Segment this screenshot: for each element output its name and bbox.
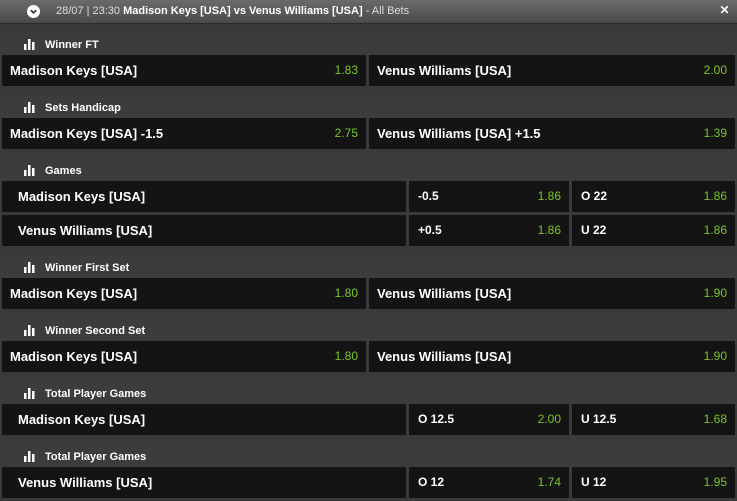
odds-value: 1.86 xyxy=(703,223,727,237)
close-icon[interactable]: ✕ xyxy=(719,3,730,17)
section-games[interactable]: Games xyxy=(0,159,737,182)
selection-name: Venus Williams [USA] xyxy=(18,475,153,490)
total-label: U 22 xyxy=(581,223,607,237)
header-title: 28/07 | 23:30 Madison Keys [USA] vs Venu… xyxy=(56,5,409,17)
games-total-option[interactable]: O 22 1.86 xyxy=(572,181,735,212)
over-label: O 12 xyxy=(418,475,445,489)
section-title: Sets Handicap xyxy=(45,102,121,114)
under-label: U 12.5 xyxy=(581,412,617,426)
section-total-player-games[interactable]: Total Player Games xyxy=(0,445,737,468)
odds-value: 1.90 xyxy=(703,286,727,300)
over-option[interactable]: O 12.5 2.00 xyxy=(409,404,569,435)
bar-chart-icon xyxy=(24,262,35,273)
section-sets-handicap[interactable]: Sets Handicap xyxy=(0,96,737,119)
games-row-player: Venus Williams [USA] xyxy=(2,215,406,246)
player-games-row: Venus Williams [USA] xyxy=(2,467,406,498)
games-row-player: Madison Keys [USA] xyxy=(2,181,406,212)
odds-value: 1.39 xyxy=(703,126,727,140)
games-total-option[interactable]: U 22 1.86 xyxy=(572,215,735,246)
bet-option-venus-williams[interactable]: Venus Williams [USA] 1.90 xyxy=(369,341,735,372)
over-option[interactable]: O 12 1.74 xyxy=(409,467,569,498)
odds-value: 1.80 xyxy=(334,286,358,300)
bar-chart-icon xyxy=(24,102,35,113)
chevron-down-icon[interactable] xyxy=(27,5,40,18)
bar-chart-icon xyxy=(24,451,35,462)
odds-value: 1.90 xyxy=(703,349,727,363)
section-title: Winner First Set xyxy=(45,262,130,274)
bet-option-venus-williams[interactable]: Venus Williams [USA] 2.00 xyxy=(369,55,735,86)
odds-value: 1.83 xyxy=(334,63,358,77)
section-title: Games xyxy=(45,165,82,177)
selection-name: Madison Keys [USA] xyxy=(10,349,138,364)
selection-name: Venus Williams [USA] +1.5 xyxy=(377,126,541,141)
bet-option-madison-keys-handicap[interactable]: Madison Keys [USA] -1.5 2.75 xyxy=(2,118,366,149)
selection-name: Madison Keys [USA] xyxy=(18,189,146,204)
odds-value: 2.00 xyxy=(703,63,727,77)
bar-chart-icon xyxy=(24,165,35,176)
section-title: Total Player Games xyxy=(45,451,147,463)
bet-option-madison-keys[interactable]: Madison Keys [USA] 1.80 xyxy=(2,278,366,309)
section-winner-second-set[interactable]: Winner Second Set xyxy=(0,319,737,342)
odds-value: 1.68 xyxy=(703,412,727,426)
section-title: Winner Second Set xyxy=(45,325,146,337)
bet-option-madison-keys[interactable]: Madison Keys [USA] 1.80 xyxy=(2,341,366,372)
odds-value: 2.75 xyxy=(334,126,358,140)
bar-chart-icon xyxy=(24,388,35,399)
selection-name: Venus Williams [USA] xyxy=(377,63,512,78)
selection-name: Venus Williams [USA] xyxy=(18,223,153,238)
bet-option-venus-williams[interactable]: Venus Williams [USA] 1.90 xyxy=(369,278,735,309)
handicap-label: -0.5 xyxy=(418,189,439,203)
selection-name: Venus Williams [USA] xyxy=(377,286,512,301)
under-label: U 12 xyxy=(581,475,607,489)
header-suffix: - All Bets xyxy=(365,5,410,17)
selection-name: Madison Keys [USA] xyxy=(10,286,138,301)
odds-value: 1.86 xyxy=(537,223,561,237)
bar-chart-icon xyxy=(24,325,35,336)
selection-name: Madison Keys [USA] xyxy=(10,63,138,78)
over-label: O 12.5 xyxy=(418,412,455,426)
games-handicap-option[interactable]: +0.5 1.86 xyxy=(409,215,569,246)
section-winner-ft[interactable]: Winner FT xyxy=(0,33,737,56)
section-winner-first-set[interactable]: Winner First Set xyxy=(0,256,737,279)
player-games-row: Madison Keys [USA] xyxy=(2,404,406,435)
section-total-player-games[interactable]: Total Player Games xyxy=(0,382,737,405)
bar-chart-icon xyxy=(24,39,35,50)
odds-value: 1.86 xyxy=(703,189,727,203)
odds-value: 1.95 xyxy=(703,475,727,489)
section-title: Winner FT xyxy=(45,39,99,51)
bet-option-madison-keys[interactable]: Madison Keys [USA] 1.83 xyxy=(2,55,366,86)
bet-option-venus-williams-handicap[interactable]: Venus Williams [USA] +1.5 1.39 xyxy=(369,118,735,149)
odds-value: 1.86 xyxy=(537,189,561,203)
odds-value: 1.74 xyxy=(537,475,561,489)
handicap-label: +0.5 xyxy=(418,223,442,237)
odds-value: 2.00 xyxy=(537,412,561,426)
section-title: Total Player Games xyxy=(45,388,147,400)
total-label: O 22 xyxy=(581,189,608,203)
match-name: Madison Keys [USA] vs Venus Williams [US… xyxy=(123,5,363,17)
under-option[interactable]: U 12.5 1.68 xyxy=(572,404,735,435)
odds-value: 1.80 xyxy=(334,349,358,363)
games-handicap-option[interactable]: -0.5 1.86 xyxy=(409,181,569,212)
selection-name: Venus Williams [USA] xyxy=(377,349,512,364)
selection-name: Madison Keys [USA] -1.5 xyxy=(10,126,164,141)
market-header: 28/07 | 23:30 Madison Keys [USA] vs Venu… xyxy=(0,0,737,24)
selection-name: Madison Keys [USA] xyxy=(18,412,146,427)
under-option[interactable]: U 12 1.95 xyxy=(572,467,735,498)
match-datetime: 28/07 | 23:30 xyxy=(56,5,121,17)
